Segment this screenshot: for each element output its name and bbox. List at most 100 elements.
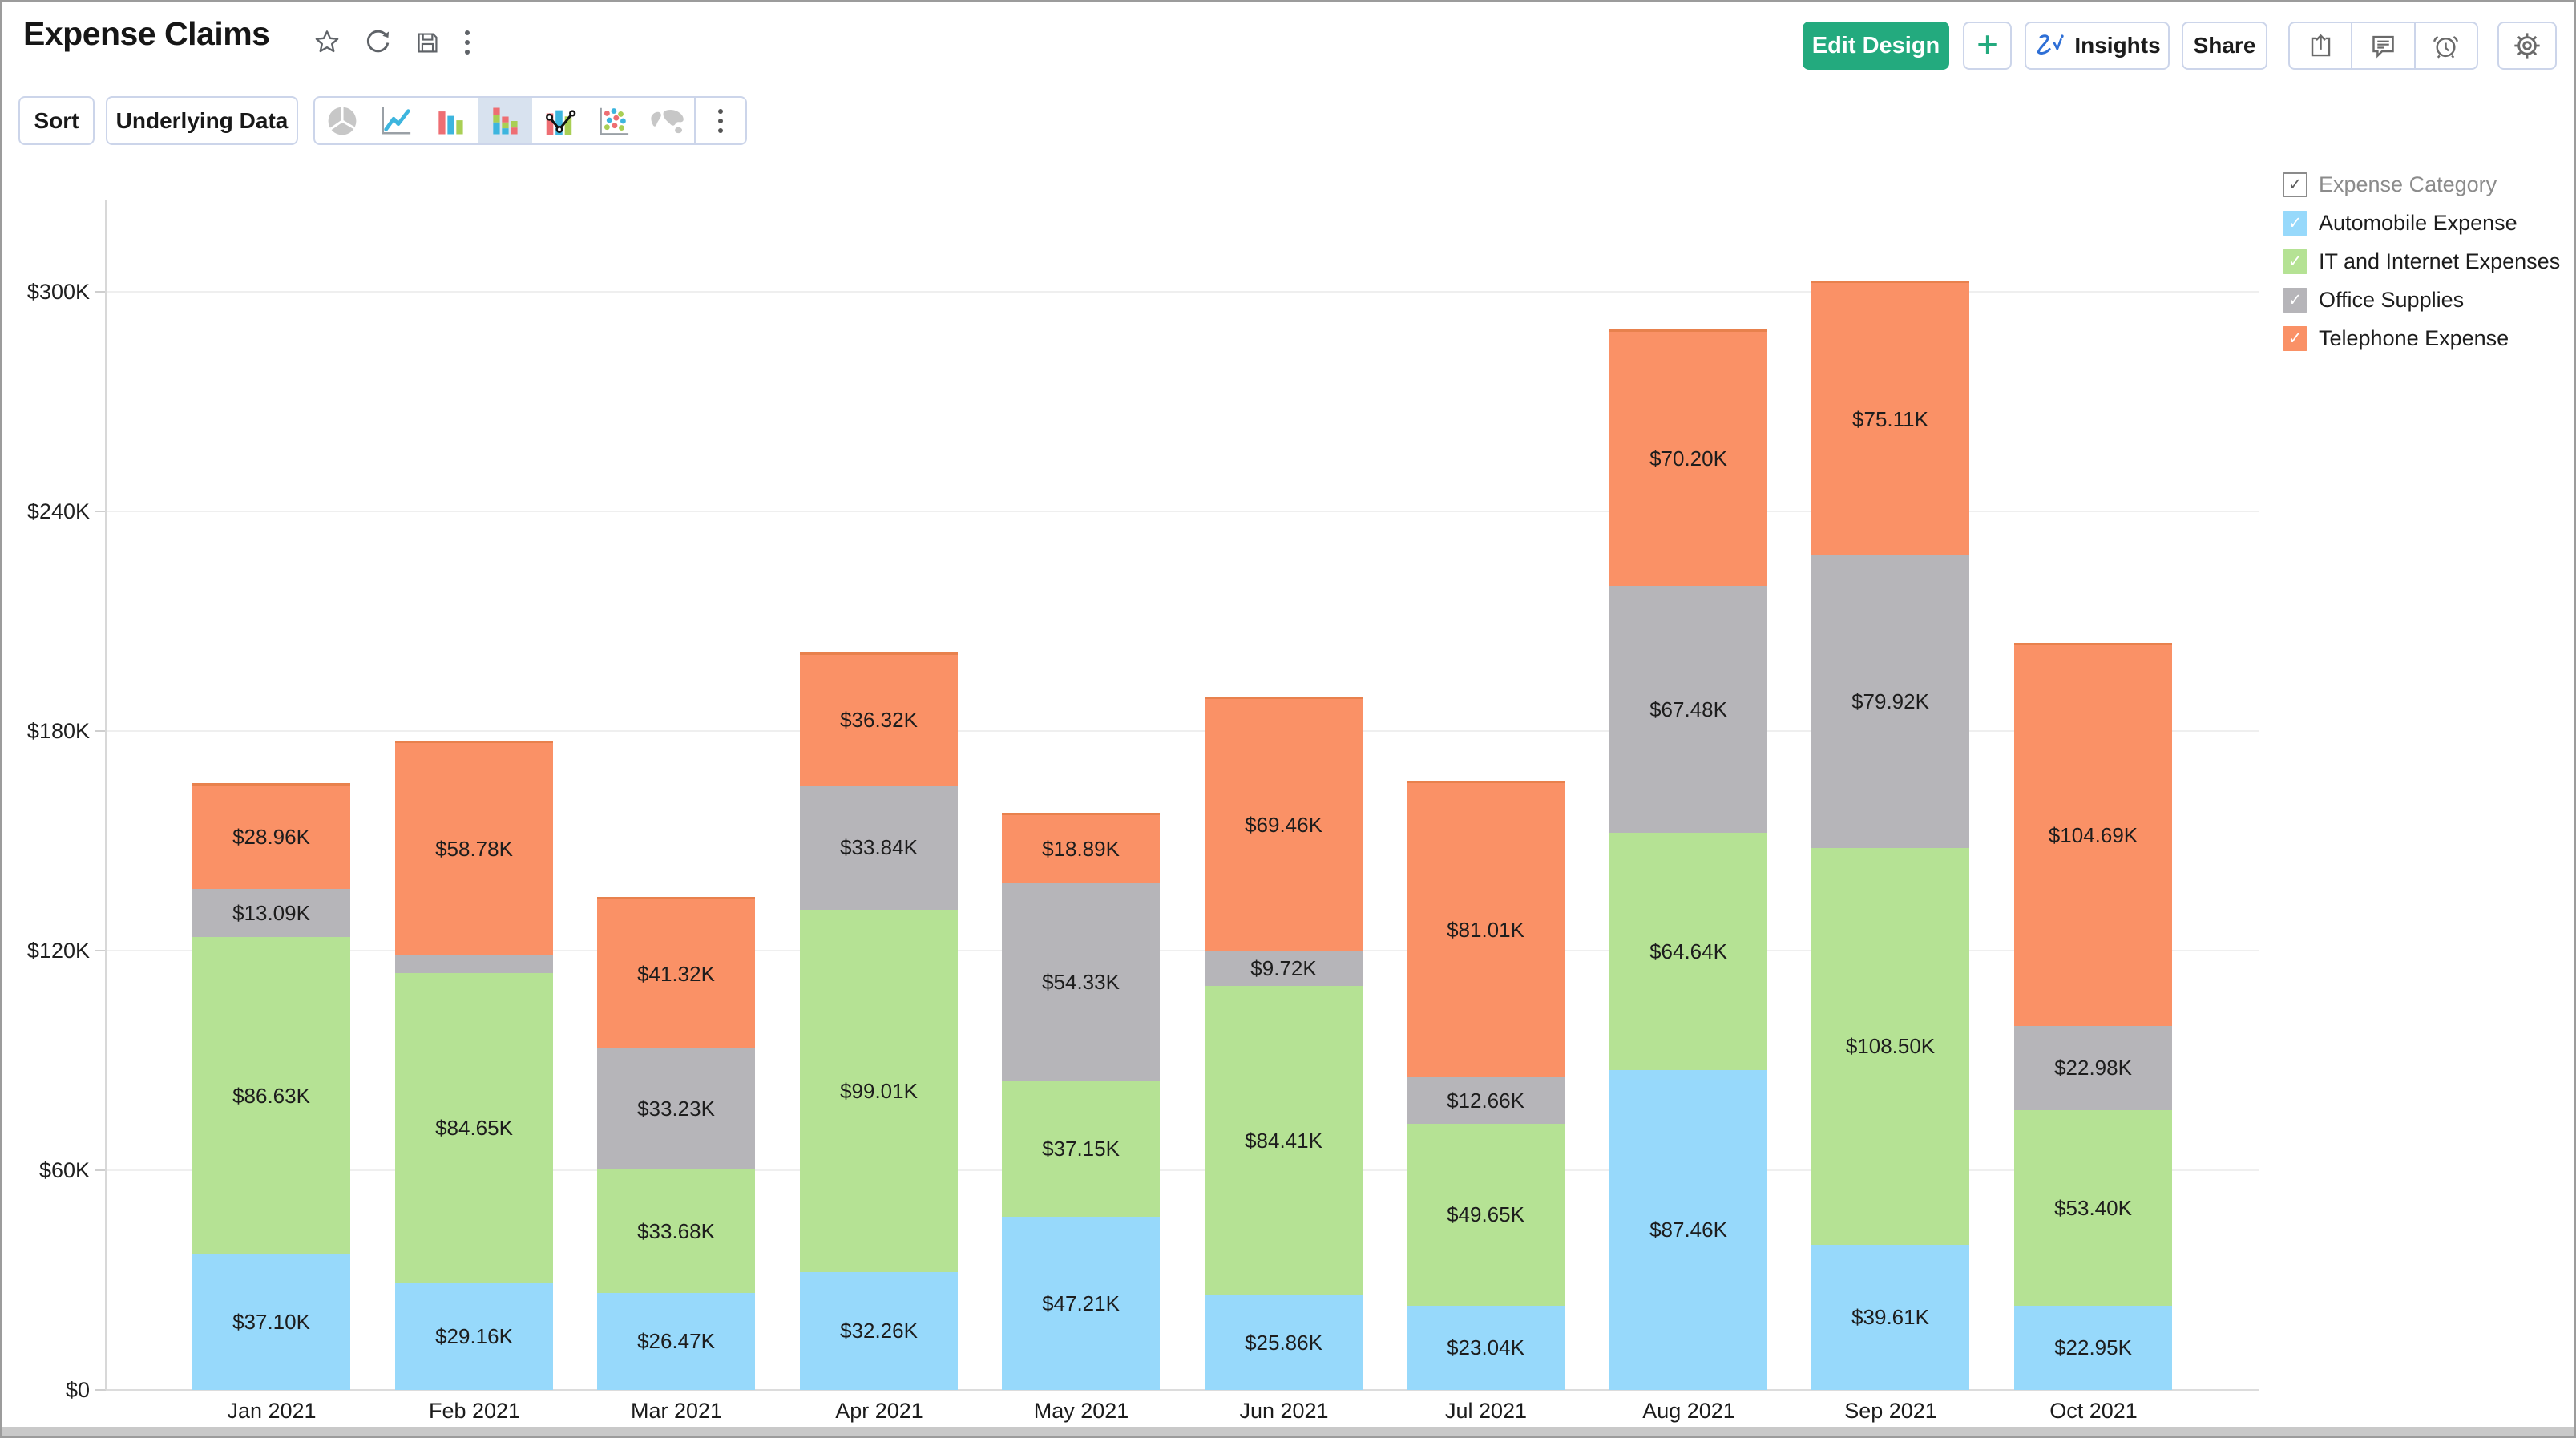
line-chart-icon[interactable] <box>369 98 424 143</box>
refresh-icon[interactable] <box>363 28 393 58</box>
bar-segment[interactable]: $67.48K <box>1609 586 1767 833</box>
bar-value-label: $26.47K <box>637 1329 715 1353</box>
bar-segment[interactable]: $54.33K <box>1002 883 1160 1081</box>
bar-value-label: $18.89K <box>1042 836 1120 861</box>
edit-design-button[interactable]: Edit Design <box>1803 22 1949 70</box>
legend-item[interactable]: ✓ Office Supplies <box>2283 286 2464 313</box>
share-button[interactable]: Share <box>2182 22 2267 70</box>
bar-segment[interactable]: $12.66K <box>1407 1077 1565 1124</box>
bar-segment[interactable]: $64.64K <box>1609 833 1767 1070</box>
bar-value-label: $49.65K <box>1447 1202 1524 1226</box>
underlying-data-button[interactable]: Underlying Data <box>106 96 298 145</box>
legend-item-checkbox[interactable]: ✓ <box>2283 210 2307 236</box>
bar-segment[interactable]: $23.04K <box>1407 1306 1565 1390</box>
bar-segment[interactable]: $81.01K <box>1407 781 1565 1077</box>
pie-chart-icon[interactable] <box>315 98 369 143</box>
bar-segment[interactable]: $47.21K <box>1002 1217 1160 1390</box>
bar-segment[interactable]: $108.50K <box>1811 848 1969 1245</box>
x-axis-label: Mar 2021 <box>630 1399 723 1423</box>
bar-segment[interactable]: $36.32K <box>800 652 958 786</box>
bar-segment[interactable]: $28.96K <box>192 783 350 889</box>
settings-icon[interactable] <box>2497 22 2557 70</box>
bar-segment[interactable]: $33.23K <box>597 1048 755 1169</box>
legend-item-checkbox[interactable]: ✓ <box>2283 287 2307 313</box>
bar-segment[interactable]: $33.68K <box>597 1169 755 1293</box>
bar-segment[interactable]: $13.09K <box>192 889 350 937</box>
chart-type-switcher <box>313 96 747 145</box>
x-axis-label: Jun 2021 <box>1239 1399 1329 1423</box>
legend-title-row[interactable]: ✓ Expense Category <box>2283 171 2497 198</box>
bar-segment[interactable]: $99.01K <box>800 910 958 1272</box>
legend-item[interactable]: ✓ IT and Internet Expenses <box>2283 248 2560 275</box>
stacked-bar-chart-icon[interactable] <box>477 98 532 143</box>
legend-item-checkbox[interactable]: ✓ <box>2283 325 2307 351</box>
bar-segment[interactable]: $84.65K <box>395 973 553 1283</box>
bar-segment[interactable]: $79.92K <box>1811 555 1969 848</box>
bar-value-label: $84.41K <box>1245 1128 1322 1153</box>
legend-title-checkbox[interactable]: ✓ <box>2283 172 2307 197</box>
bar-segment[interactable]: $39.61K <box>1811 1245 1969 1390</box>
add-button[interactable]: + <box>1963 22 2012 70</box>
combination-chart-icon[interactable] <box>532 98 587 143</box>
x-axis-label: Jan 2021 <box>227 1399 317 1423</box>
bar-segment[interactable]: $104.69K <box>2014 643 2172 1026</box>
bar-segment[interactable]: $84.41K <box>1205 986 1363 1295</box>
sort-button[interactable]: Sort <box>18 96 95 145</box>
legend-item[interactable]: ✓ Automobile Expense <box>2283 209 2517 236</box>
legend-item-checkbox[interactable]: ✓ <box>2283 248 2307 274</box>
x-axis-label: Aug 2021 <box>1642 1399 1735 1423</box>
bar-value-label: $9.72K <box>1250 955 1317 980</box>
bar-segment[interactable]: $29.16K <box>395 1283 553 1390</box>
bar-segment[interactable]: $22.95K <box>2014 1306 2172 1390</box>
gridline <box>106 1169 2259 1171</box>
bar-segment[interactable]: $41.32K <box>597 897 755 1048</box>
underlying-data-label: Underlying Data <box>115 107 289 133</box>
bar-segment[interactable]: $26.47K <box>597 1293 755 1390</box>
bar-segment[interactable]: $9.72K <box>1205 951 1363 986</box>
bar-value-label: $104.69K <box>2048 823 2138 847</box>
bar-value-label: $69.46K <box>1245 812 1322 837</box>
bar-value-label: $70.20K <box>1649 446 1727 471</box>
legend-item[interactable]: ✓ Telephone Expense <box>2283 325 2509 352</box>
legend-item-label: IT and Internet Expenses <box>2319 248 2561 273</box>
bar-segment[interactable]: $69.46K <box>1205 697 1363 951</box>
star-icon[interactable] <box>312 27 342 58</box>
bar-segment[interactable]: $33.84K <box>800 786 958 910</box>
bar-segment[interactable]: $75.11K <box>1811 281 1969 555</box>
bar-segment[interactable]: $22.98K <box>2014 1026 2172 1110</box>
legend-item-label: Automobile Expense <box>2319 210 2517 235</box>
more-chart-types-icon[interactable] <box>696 98 745 143</box>
save-icon[interactable] <box>414 29 442 57</box>
scatter-chart-icon[interactable] <box>586 98 640 143</box>
insights-button[interactable]: Insights <box>2025 22 2170 70</box>
gridline <box>106 950 2259 951</box>
map-chart-icon[interactable] <box>640 98 695 143</box>
bar-segment[interactable]: $49.65K <box>1407 1124 1565 1306</box>
bar-value-label: $39.61K <box>1851 1305 1929 1329</box>
bar-segment[interactable]: $58.78K <box>395 741 553 955</box>
title-actions <box>312 25 472 60</box>
bar-segment[interactable]: $37.10K <box>192 1254 350 1390</box>
bar-segment[interactable]: $37.15K <box>1002 1081 1160 1217</box>
bar-value-label: $36.32K <box>840 708 918 732</box>
bar-segment[interactable]: $86.63K <box>192 937 350 1254</box>
x-axis-label: Feb 2021 <box>428 1399 521 1423</box>
bar-segment[interactable]: $18.89K <box>1002 813 1160 883</box>
gridline <box>106 511 2259 512</box>
bar-chart-icon[interactable] <box>423 98 478 143</box>
bar-segment[interactable]: $32.26K <box>800 1272 958 1390</box>
bar-value-label: $58.78K <box>435 837 513 861</box>
bar-value-label: $84.65K <box>435 1116 513 1140</box>
bar-segment[interactable]: $87.46K <box>1609 1070 1767 1390</box>
bar-segment[interactable]: $53.40K <box>2014 1110 2172 1306</box>
y-axis-tick <box>95 730 106 732</box>
alert-icon[interactable] <box>2413 23 2477 68</box>
bar-segment[interactable] <box>395 955 553 973</box>
bar-segment[interactable]: $25.86K <box>1205 1295 1363 1390</box>
y-axis-tick <box>95 1169 106 1171</box>
edit-design-label: Edit Design <box>1811 32 1940 59</box>
export-icon[interactable] <box>2290 23 2351 68</box>
more-vertical-icon[interactable] <box>462 28 472 57</box>
bar-segment[interactable]: $70.20K <box>1609 329 1767 586</box>
comment-icon[interactable] <box>2351 23 2413 68</box>
